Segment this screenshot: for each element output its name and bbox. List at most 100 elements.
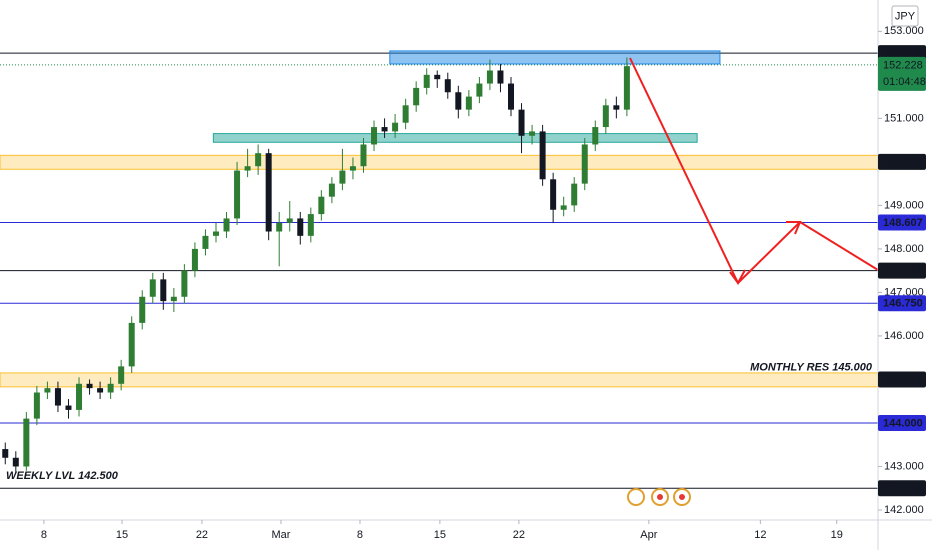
candle-body (413, 87, 420, 106)
level-label: 150.000 (883, 156, 923, 168)
candle-body (276, 222, 283, 232)
candle-body (444, 79, 451, 93)
x-tick-label: 19 (831, 529, 843, 541)
candle-body (265, 153, 272, 232)
level-label-box (878, 295, 926, 312)
candle-body (497, 70, 504, 84)
candle-body (465, 96, 472, 110)
x-tick-label: 15 (434, 529, 446, 541)
candle-body (602, 105, 609, 128)
candle-body (2, 449, 9, 458)
candle-body (160, 279, 167, 302)
candle-body (592, 127, 599, 145)
currency-box (891, 5, 919, 27)
zone-box (212, 133, 698, 143)
zone-box (389, 50, 721, 65)
candle-body (223, 218, 230, 232)
candle-body (54, 388, 61, 406)
current-price-box (878, 56, 926, 91)
level-label: 142.500 (883, 483, 923, 495)
candle-body (44, 388, 51, 393)
candle-body (550, 179, 557, 210)
x-tick-label: 22 (196, 529, 208, 541)
candle-body (381, 127, 388, 132)
candle-body (486, 70, 493, 84)
candle-body (139, 296, 146, 323)
candles (2, 57, 630, 474)
level-label: 144.000 (883, 417, 923, 429)
candle-body (518, 109, 525, 136)
candle-body (297, 218, 304, 236)
candle-body (181, 270, 188, 297)
candle-body (571, 183, 578, 206)
x-tick-label: 8 (357, 529, 363, 541)
candle-body (33, 392, 40, 419)
countdown: 01:04:48 (883, 76, 926, 88)
level-label: 147.500 (883, 265, 923, 277)
candle-body (402, 105, 409, 123)
candle-body (97, 388, 104, 393)
candle-body (244, 166, 251, 171)
level-label: 148.607 (883, 217, 923, 229)
level-label-box (878, 371, 926, 388)
event-icon (627, 488, 645, 506)
x-tick-label: 8 (41, 529, 47, 541)
boxes (212, 50, 721, 143)
level-label-box (878, 153, 926, 170)
candle-body (86, 383, 93, 389)
candle-body (118, 366, 125, 384)
candle-body (349, 166, 356, 171)
level-label-box (878, 214, 926, 231)
event-dot (657, 494, 663, 500)
candle-body (360, 144, 367, 167)
event-dot (679, 494, 685, 500)
arrow-path (629, 57, 879, 285)
candle-body (339, 170, 346, 184)
candle-body (76, 383, 83, 410)
level-label: 146.750 (883, 298, 923, 310)
level-label-box (878, 414, 926, 431)
candle-body (307, 214, 314, 236)
levels (0, 52, 878, 489)
zone (0, 154, 879, 170)
x-tick-label: 22 (513, 529, 525, 541)
x-tick-label: Apr (640, 529, 657, 541)
candle-body (318, 196, 325, 215)
candle-body (170, 296, 177, 302)
candle-body (623, 66, 630, 110)
candle-body (476, 83, 483, 97)
y-tick-label: 148.000 (884, 243, 924, 255)
level-label-box (878, 262, 926, 279)
annotation: WEEKLY LVL 142.500 (6, 470, 119, 482)
arrow-head (729, 269, 746, 285)
y-tick-label: 153.000 (884, 25, 924, 37)
level-label: 145.000 (883, 374, 923, 386)
price-labels: 152.500 150.000 148.607 147.500 146.750 145.0… (6, 45, 926, 497)
y-tick-label: 151.000 (884, 112, 924, 124)
y-tick-label: 142.000 (884, 504, 924, 516)
level-label: 152.500 (883, 47, 923, 59)
y-tick-label: 146.000 (884, 330, 924, 342)
arrow-head (786, 221, 802, 235)
candle-body (392, 122, 399, 132)
y-tick-label: 149.000 (884, 199, 924, 211)
candle-body (202, 235, 209, 249)
candle-body (23, 418, 30, 467)
zones (0, 154, 879, 388)
candle-body (371, 127, 378, 145)
candle-body (613, 105, 620, 110)
candle-body (212, 231, 219, 236)
candle-body (149, 279, 156, 297)
y-tick-label: 143.000 (884, 460, 924, 472)
candle-body (560, 205, 567, 210)
x-tick-label: 12 (754, 529, 766, 541)
candle-body (434, 74, 441, 80)
candle-body (191, 248, 198, 271)
candle-body (286, 218, 293, 223)
current-price-label: 152.228 (883, 59, 923, 71)
candle-body (255, 153, 262, 167)
